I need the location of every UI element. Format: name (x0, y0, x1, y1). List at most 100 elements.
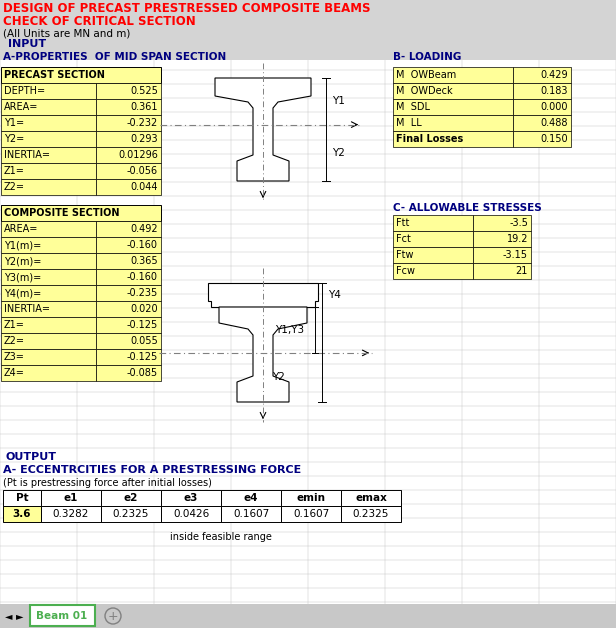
Text: C- ALLOWABLE STRESSES: C- ALLOWABLE STRESSES (393, 203, 541, 213)
Text: 0.0426: 0.0426 (173, 509, 209, 519)
Bar (1, 147, 96, 163)
Text: Z1=: Z1= (4, 320, 25, 330)
Text: ◄: ◄ (6, 611, 13, 621)
Bar (1, 365, 96, 381)
Text: PRECAST SECTION: PRECAST SECTION (4, 70, 105, 80)
Bar (96, 115, 161, 131)
Text: -0.125: -0.125 (127, 320, 158, 330)
Text: -3.15: -3.15 (503, 250, 528, 260)
Text: -0.085: -0.085 (127, 368, 158, 378)
Text: -0.160: -0.160 (127, 272, 158, 282)
Text: 0.3282: 0.3282 (53, 509, 89, 519)
Bar (41, 490, 101, 506)
Text: 0.020: 0.020 (131, 304, 158, 314)
Bar (1, 99, 96, 115)
Text: Y2: Y2 (272, 372, 285, 382)
Text: M  OWDeck: M OWDeck (396, 86, 453, 96)
Bar (96, 179, 161, 195)
Text: inside feasible range: inside feasible range (170, 532, 272, 542)
Bar (1, 131, 96, 147)
Bar (1, 333, 96, 349)
Text: 0.365: 0.365 (131, 256, 158, 266)
Bar (3, 490, 41, 506)
Text: 0.492: 0.492 (131, 224, 158, 234)
Text: 3.6: 3.6 (13, 509, 31, 519)
Bar (96, 221, 161, 237)
Text: 0.1607: 0.1607 (293, 509, 329, 519)
Bar (341, 506, 401, 522)
Bar (96, 333, 161, 349)
Bar (96, 147, 161, 163)
Text: CHECK OF CRITICAL SECTION: CHECK OF CRITICAL SECTION (3, 15, 196, 28)
Text: Y4: Y4 (328, 290, 341, 300)
Bar (1, 115, 96, 131)
Text: AREA=: AREA= (4, 102, 38, 112)
Text: Z4=: Z4= (4, 368, 25, 378)
Bar (1, 221, 96, 237)
Text: Y1,Y3: Y1,Y3 (275, 325, 304, 335)
Text: Final Losses: Final Losses (396, 134, 463, 144)
Text: Y3(m)=: Y3(m)= (4, 272, 41, 282)
Text: e3: e3 (184, 493, 198, 503)
Text: 0.183: 0.183 (540, 86, 568, 96)
Text: COMPOSITE SECTION: COMPOSITE SECTION (4, 208, 120, 218)
Bar (96, 349, 161, 365)
Bar (161, 506, 221, 522)
Bar (281, 506, 341, 522)
Bar (1, 269, 96, 285)
Text: DEPTH=: DEPTH= (4, 86, 45, 96)
Text: 0.361: 0.361 (131, 102, 158, 112)
Bar (393, 231, 473, 247)
Text: Beam 01: Beam 01 (36, 611, 87, 621)
Bar (96, 365, 161, 381)
Bar (1, 301, 96, 317)
Text: 0.1607: 0.1607 (233, 509, 269, 519)
Text: 0.293: 0.293 (131, 134, 158, 144)
Text: -0.160: -0.160 (127, 240, 158, 250)
Bar (101, 506, 161, 522)
Bar (96, 83, 161, 99)
Bar (1, 163, 96, 179)
Text: INERTIA=: INERTIA= (4, 150, 50, 160)
Text: Z2=: Z2= (4, 336, 25, 346)
Text: ►: ► (16, 611, 24, 621)
Text: Z3=: Z3= (4, 352, 25, 362)
Text: 0.044: 0.044 (131, 182, 158, 192)
Text: emax: emax (355, 493, 387, 503)
Text: Pt: Pt (15, 493, 28, 503)
Bar (513, 99, 571, 115)
Bar (96, 99, 161, 115)
Text: A- ECCENTRCITIES FOR A PRESTRESSING FORCE: A- ECCENTRCITIES FOR A PRESTRESSING FORC… (3, 465, 301, 475)
Bar (393, 215, 473, 231)
Bar (1, 349, 96, 365)
Text: Ftt: Ftt (396, 218, 410, 228)
Bar (473, 263, 531, 279)
Text: -0.235: -0.235 (127, 288, 158, 298)
Text: e1: e1 (64, 493, 78, 503)
Text: 0.01296: 0.01296 (118, 150, 158, 160)
Text: 0.429: 0.429 (540, 70, 568, 80)
Text: e4: e4 (244, 493, 258, 503)
Bar (1, 83, 96, 99)
Bar (41, 506, 101, 522)
Text: Ftw: Ftw (396, 250, 413, 260)
Text: +: + (108, 610, 118, 622)
Bar (1, 67, 161, 83)
Bar (96, 131, 161, 147)
Text: Z2=: Z2= (4, 182, 25, 192)
Text: DESIGN OF PRECAST PRESTRESSED COMPOSITE BEAMS: DESIGN OF PRECAST PRESTRESSED COMPOSITE … (3, 2, 370, 15)
Bar (96, 237, 161, 253)
Polygon shape (215, 78, 311, 181)
Text: AREA=: AREA= (4, 224, 38, 234)
Bar (393, 83, 513, 99)
Bar (393, 67, 513, 83)
Text: 0.055: 0.055 (130, 336, 158, 346)
Text: -0.232: -0.232 (127, 118, 158, 128)
Text: M  OWBeam: M OWBeam (396, 70, 456, 80)
Text: Y2: Y2 (332, 148, 345, 158)
Bar (96, 285, 161, 301)
Bar (473, 247, 531, 263)
Bar (96, 163, 161, 179)
Text: 0.488: 0.488 (540, 118, 568, 128)
Text: Y1: Y1 (332, 96, 345, 106)
